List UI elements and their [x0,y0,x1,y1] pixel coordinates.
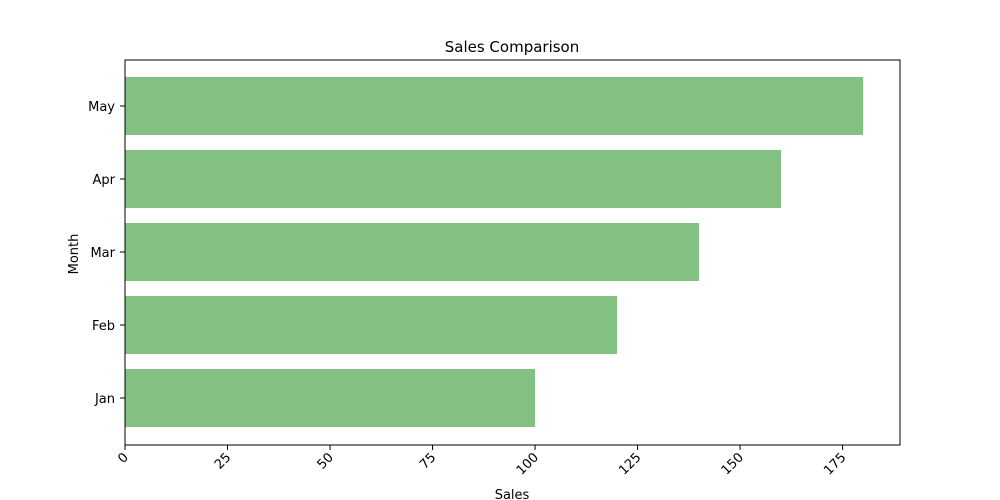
y-tick-label: Jan [94,392,115,407]
bars-group [125,77,864,427]
bar-may [125,77,864,135]
y-axis-ticks: Jan Feb Mar Apr May [88,100,125,407]
bar-apr [125,150,782,208]
y-tick-label: Feb [92,319,115,334]
y-axis-label: Month [67,234,82,275]
x-axis-ticks: 0 25 50 75 100 125 150 175 [115,445,849,478]
x-tick-label: 100 [514,450,542,478]
x-tick-label: 125 [616,450,644,478]
bar-mar [125,223,700,281]
x-tick-label: 50 [315,450,337,472]
x-tick-label: 25 [212,450,234,472]
bar-feb [125,296,618,354]
x-tick-label: 175 [821,450,849,478]
bar-jan [125,369,536,427]
y-tick-label: Apr [93,173,116,188]
x-tick-label: 150 [719,450,747,478]
chart-title: Sales Comparison [445,38,580,56]
x-tick-label: 0 [115,450,131,466]
x-axis-label: Sales [495,488,530,500]
x-tick-label: 75 [417,450,439,472]
y-tick-label: May [88,100,115,115]
y-tick-label: Mar [90,246,115,261]
